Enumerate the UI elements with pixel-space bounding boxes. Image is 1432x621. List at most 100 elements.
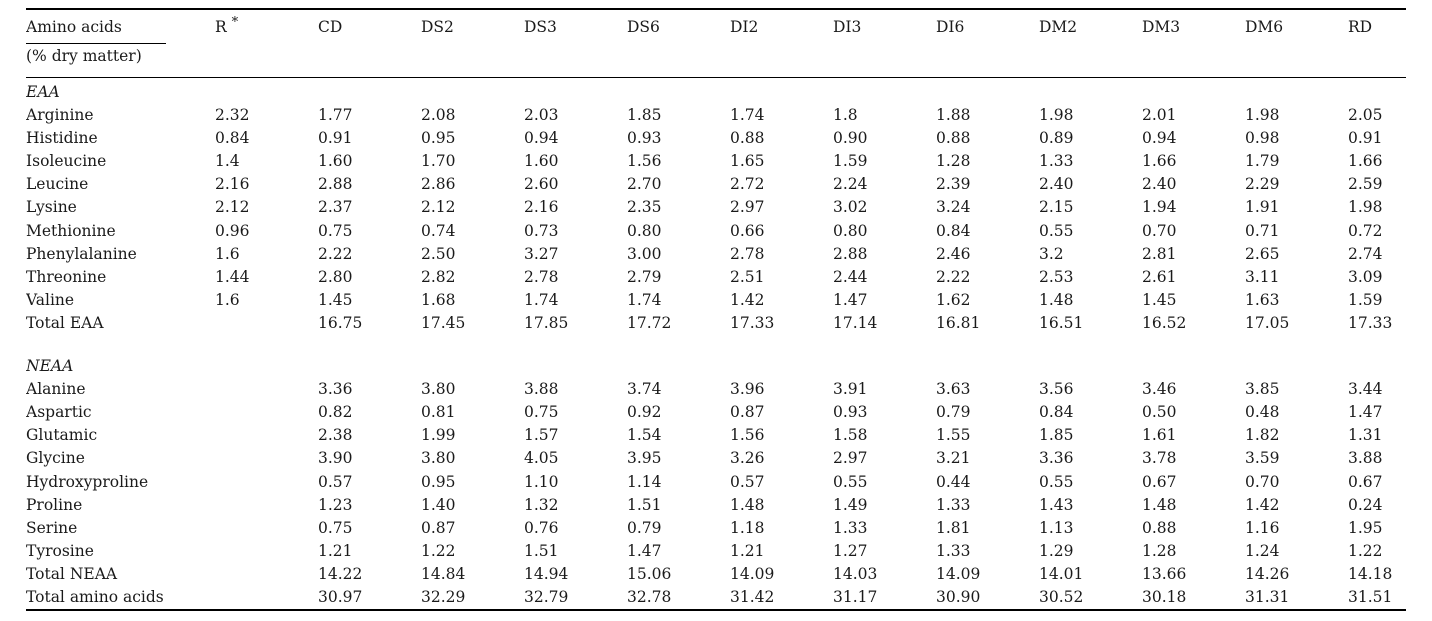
table-row: Alanine 3.36 3.80 3.88 3.74 3.96 3.91 3.63 3.56 3… [26, 378, 1406, 401]
cell-di6: 1.33 [936, 495, 971, 514]
row-label: Threonine [26, 267, 107, 286]
cell-dm3: 3.46 [1142, 380, 1177, 399]
cell-di3: 1.59 [833, 152, 868, 171]
cell-ds3: 1.10 [524, 472, 559, 491]
cell-ds6: 1.14 [627, 472, 662, 491]
column-header-amino-acids: Amino acids [26, 9, 215, 44]
cell-cd: 14.22 [318, 564, 363, 583]
section-label-neaa: NEAA [26, 357, 74, 376]
cell-dm2: 2.15 [1039, 198, 1074, 217]
cell-ds3: 1.74 [524, 290, 559, 309]
cell-r [215, 540, 318, 563]
cell-di2: 0.87 [730, 403, 765, 422]
cell-dm2: 3.56 [1039, 380, 1074, 399]
cell-rd: 2.74 [1348, 244, 1383, 263]
cell-ds6: 0.79 [627, 518, 662, 537]
cell-r: 1.4 [215, 152, 240, 171]
cell-r [215, 563, 318, 586]
cell-di6: 30.90 [936, 587, 981, 606]
cell-dm6: 3.11 [1245, 267, 1280, 286]
cell-dm3: 0.67 [1142, 472, 1177, 491]
cell-dm2: 1.29 [1039, 541, 1074, 560]
cell-di2: 1.21 [730, 541, 765, 560]
row-label: Glutamic [26, 426, 98, 445]
cell-r [215, 494, 318, 517]
cell-ds6: 3.00 [627, 244, 662, 263]
column-subheader-empty [730, 44, 833, 78]
cell-di3: 1.27 [833, 541, 868, 560]
cell-dm6: 2.29 [1245, 175, 1280, 194]
cell-ds2: 3.80 [421, 449, 456, 468]
cell-di3: 3.91 [833, 380, 868, 399]
section-label-row: NEAA [26, 352, 1406, 378]
cell-rd: 0.72 [1348, 221, 1383, 240]
column-subheader-empty [936, 44, 1039, 78]
cell-dm2: 0.55 [1039, 221, 1074, 240]
table-row: Proline 1.23 1.40 1.32 1.51 1.48 1.49 1.33 1.43 1… [26, 494, 1406, 517]
cell-dm6: 1.79 [1245, 152, 1280, 171]
cell-dm6: 1.63 [1245, 290, 1280, 309]
cell-ds3: 1.60 [524, 152, 559, 171]
cell-cd: 0.82 [318, 403, 353, 422]
r-footnote-asterisk: * [231, 14, 239, 30]
cell-dm6: 0.98 [1245, 129, 1280, 148]
cell-dm3: 2.61 [1142, 267, 1177, 286]
cell-dm3: 13.66 [1142, 564, 1187, 583]
cell-dm6: 0.48 [1245, 403, 1280, 422]
cell-ds6: 32.78 [627, 587, 672, 606]
cell-dm6: 31.31 [1245, 587, 1290, 606]
column-subheader-empty [421, 44, 524, 78]
cell-cd: 1.23 [318, 495, 353, 514]
row-label: Alanine [26, 380, 86, 399]
cell-ds2: 0.95 [421, 129, 456, 148]
table-row: Valine 1.6 1.45 1.68 1.74 1.74 1.42 1.47 1.62 1.4… [26, 289, 1406, 312]
cell-di2: 2.72 [730, 175, 765, 194]
cell-ds3: 0.94 [524, 129, 559, 148]
cell-rd: 2.59 [1348, 175, 1383, 194]
cell-ds6: 1.74 [627, 290, 662, 309]
cell-dm6: 1.16 [1245, 518, 1280, 537]
table-row: Methionine 0.96 0.75 0.74 0.73 0.80 0.66 0.80 0.… [26, 220, 1406, 243]
cell-dm6: 1.91 [1245, 198, 1280, 217]
cell-rd: 3.44 [1348, 380, 1383, 399]
cell-ds6: 1.51 [627, 495, 662, 514]
cell-di2: 1.18 [730, 518, 765, 537]
header-row-main: Amino acids R * CD DS2 DS3 DS6 DI2 DI3 DI6 DM2 DM… [26, 9, 1406, 44]
cell-di3: 31.17 [833, 587, 878, 606]
cell-ds3: 14.94 [524, 564, 569, 583]
cell-di3: 0.93 [833, 403, 868, 422]
row-label: Serine [26, 518, 78, 537]
cell-cd: 1.21 [318, 541, 353, 560]
cell-cd: 0.75 [318, 518, 353, 537]
amino-acids-table: Amino acids R * CD DS2 DS3 DS6 DI2 DI3 DI6 DM2 DM… [26, 8, 1406, 612]
cell-rd: 3.09 [1348, 267, 1383, 286]
cell-di2: 2.78 [730, 244, 765, 263]
cell-ds6: 1.56 [627, 152, 662, 171]
cell-di6: 0.44 [936, 472, 971, 491]
cell-ds3: 3.88 [524, 380, 559, 399]
cell-dm2: 1.48 [1039, 290, 1074, 309]
cell-di6: 0.88 [936, 129, 971, 148]
row-label: Methionine [26, 221, 116, 240]
row-label: Glycine [26, 449, 85, 468]
cell-ds6: 1.47 [627, 541, 662, 560]
cell-ds2: 2.82 [421, 267, 456, 286]
cell-di6: 14.09 [936, 564, 981, 583]
cell-dm3: 16.52 [1142, 313, 1187, 332]
cell-dm3: 1.94 [1142, 198, 1177, 217]
cell-ds2: 0.87 [421, 518, 456, 537]
cell-di6: 1.88 [936, 106, 971, 125]
cell-di6: 3.24 [936, 198, 971, 217]
cell-ds2: 1.22 [421, 541, 456, 560]
table-row: Histidine 0.84 0.91 0.95 0.94 0.93 0.88 0.90 0.8… [26, 127, 1406, 150]
row-label: Valine [26, 290, 75, 309]
cell-ds3: 2.78 [524, 267, 559, 286]
table-row: Total NEAA 14.22 14.84 14.94 15.06 14.09 14.03… [26, 563, 1406, 586]
cell-ds2: 1.68 [421, 290, 456, 309]
row-label: Aspartic [26, 403, 92, 422]
cell-cd: 1.60 [318, 152, 353, 171]
cell-ds2: 17.45 [421, 313, 466, 332]
column-subheader-empty [215, 44, 318, 78]
cell-dm3: 2.40 [1142, 175, 1177, 194]
section-label-row: EAA [26, 78, 1406, 105]
